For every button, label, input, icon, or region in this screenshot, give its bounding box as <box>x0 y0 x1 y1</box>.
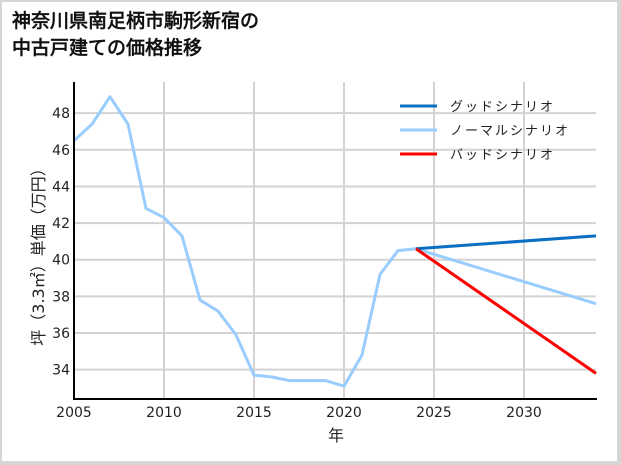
legend-label: ノーマルシナリオ <box>450 124 570 139</box>
x-tick-label: 2025 <box>416 405 452 421</box>
y-tick-label: 40 <box>52 253 70 269</box>
x-tick-label: 2005 <box>56 405 92 421</box>
series-line <box>72 95 597 388</box>
chart-title: 神奈川県南足柄市駒形新宿の 中古戸建ての価格推移 <box>12 10 260 59</box>
y-tick-label: 46 <box>52 143 70 159</box>
legend-label: バッドシナリオ <box>450 148 555 163</box>
x-tick-labels: 2005 2010 2015 2020 2025 2030 <box>56 405 542 421</box>
x-axis-label: 年 <box>328 426 344 445</box>
y-tick-label: 48 <box>52 106 70 122</box>
chart-frame <box>2 2 617 461</box>
series-line <box>415 234 597 251</box>
y-tick-label: 36 <box>52 326 70 342</box>
y-axis-label: 坪（3.3㎡）単価（万円） <box>29 160 48 345</box>
x-tick-label: 2030 <box>506 405 542 421</box>
y-tick-label: 34 <box>52 363 70 379</box>
series-line <box>415 247 597 375</box>
y-tick-label: 44 <box>52 179 70 195</box>
axes <box>73 82 597 400</box>
x-tick-label: 2015 <box>236 405 272 421</box>
x-tick-label: 2020 <box>326 405 362 421</box>
x-tick-label: 2010 <box>146 405 182 421</box>
data-lines <box>72 95 597 388</box>
legend-label: グッドシナリオ <box>450 100 555 115</box>
grid-lines <box>74 82 596 399</box>
y-tick-label: 42 <box>52 216 70 232</box>
y-tick-labels: 34 36 38 40 42 44 46 48 <box>52 106 70 379</box>
y-tick-label: 38 <box>52 289 70 305</box>
